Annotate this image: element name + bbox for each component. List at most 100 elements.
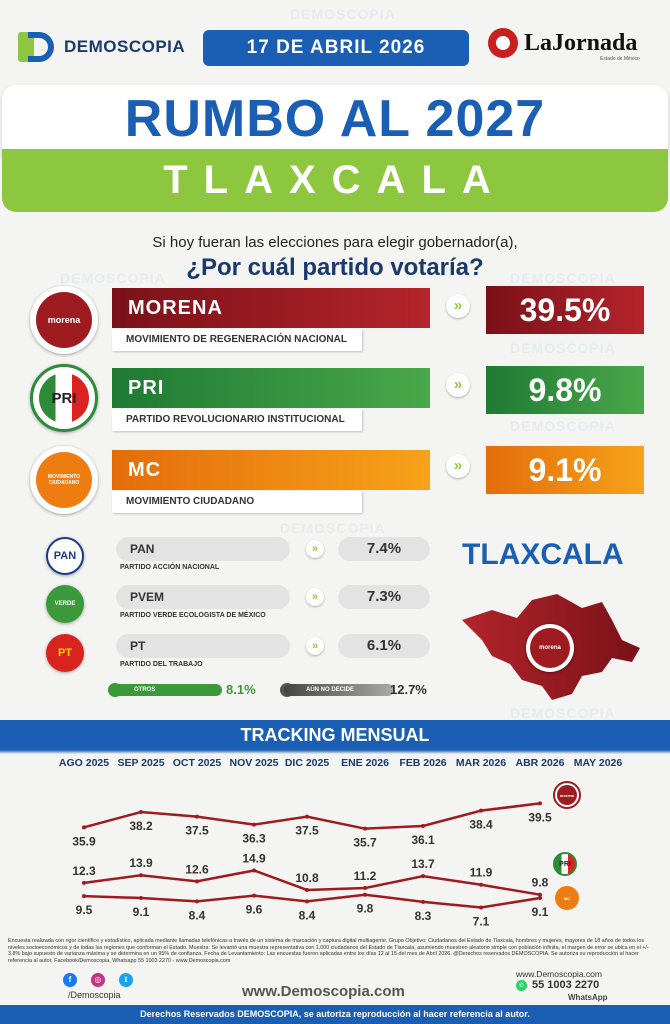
data-point [538,896,542,901]
month-label: SEP 2025 [117,757,165,769]
data-point [252,868,256,873]
whatsapp-icon: ✆ [516,980,527,991]
data-point [363,826,367,831]
tracking-title: TRACKING MENSUAL [0,720,670,750]
facebook-icon[interactable]: f [63,973,77,987]
brand-name: DEMOSCOPIA [64,37,186,56]
chevron-right-icon: » [446,454,470,478]
pan-fullname: PARTIDO ACCIÓN NACIONAL [120,564,220,571]
month-label: MAR 2026 [455,757,507,769]
phone-number: 55 1003 2270 [532,979,600,991]
legend-morena-logo: morena [553,781,581,809]
pri-logo-text: PRI [39,373,89,423]
data-point [479,882,483,887]
series-line-mc [83,893,541,909]
data-label: 7.1 [473,915,490,929]
band-fade [0,750,670,754]
morena-fullname: MOVIMIENTO DE REGENERACIÓN NACIONAL [112,329,362,351]
data-point [82,825,86,830]
watermark: DEMOSCOPIA [510,270,616,286]
others-bar: OTROS [112,684,222,696]
data-label: 9.6 [246,903,263,917]
rights-footer: Derechos Reservados DEMOSCOPIA, se autor… [0,1005,670,1024]
data-label: 13.7 [411,857,435,871]
data-label: 37.5 [295,824,319,838]
month-label: DIC 2025 [284,757,330,769]
twitter-icon[interactable]: t [119,973,133,987]
map-morena-logo: morena [526,624,574,672]
data-point [479,808,483,813]
demoscopia-mark-icon [18,30,58,64]
morena-pct: 39.5% [486,286,644,334]
undecided-bar: AÚN NO DECIDE [284,684,394,696]
morena-bar: MORENA [112,288,430,328]
chevron-right-icon: » [446,294,470,318]
month-label: FEB 2026 [399,757,447,769]
data-label: 35.9 [72,834,96,848]
legend-morena-text: morena [557,785,577,805]
pvem-logo: VERDE [46,585,84,623]
pt-fullname: PARTIDO DEL TRABAJO [120,661,203,668]
data-point [139,873,143,878]
partner-name: LaJornada [524,29,638,56]
mc-fullname: MOVIMIENTO CIUDADANO [112,491,362,513]
date-badge: 17 DE ABRIL 2026 [203,30,469,66]
month-label: ABR 2026 [515,757,565,769]
website-small[interactable]: www.Demoscopia.com [516,969,602,979]
map-title: TLAXCALA [462,538,624,571]
morena-logo-text: morena [36,292,92,348]
data-label: 12.6 [185,862,209,876]
pt-bar: PT [116,634,290,658]
data-label: 37.5 [185,824,209,838]
data-label: 38.4 [469,818,493,832]
data-label: 8.3 [415,909,432,923]
pri-logo: PRI [30,364,98,432]
map-morena-logo-text: morena [530,628,570,668]
legend-pri-logo: PRI [553,852,577,876]
instagram-icon[interactable]: ◎ [91,973,105,987]
pvem-pct: 7.3% [338,585,430,609]
morena-logo: morena [30,286,98,354]
data-label: 12.3 [72,864,96,878]
legend-mc-text: MC [563,895,571,901]
pt-logo: PT [46,634,84,672]
legend-mc-logo: MC [555,886,579,910]
website-link[interactable]: www.Demoscopia.com [242,983,405,1000]
partner-subtitle: Estado de México [600,56,640,62]
watermark: DEMOSCOPIA [510,705,616,721]
watermark: DEMOSCOPIA [60,270,166,286]
month-label: OCT 2025 [172,757,222,769]
state-name: TLAXCALA [163,158,507,202]
data-label: 9.8 [532,876,549,890]
chevron-right-icon: » [306,540,324,558]
whatsapp-label: WhatsApp [568,993,608,1002]
data-label: 11.2 [354,869,377,883]
data-point [195,879,199,884]
month-label: MAY 2026 [573,757,623,769]
others-pct: 8.1% [226,682,256,697]
chevron-right-icon: » [306,637,324,655]
watermark: DEMOSCOPIA [290,6,396,22]
data-point [363,886,367,891]
data-point [195,899,199,904]
watermark: DEMOSCOPIA [510,340,616,356]
title-box: RUMBO AL 2027 [2,85,668,157]
data-label: 35.7 [353,836,377,850]
data-point [139,896,143,901]
mc-logo-text: MOVIMIENTO CIUDADANO [36,452,92,508]
undecided-pct: 12.7% [390,682,427,697]
pvem-bar: PVEM [116,585,290,609]
pri-fullname: PARTIDO REVOLUCIONARIO INSTITUCIONAL [112,409,362,431]
pri-pct: 9.8% [486,366,644,414]
mc-logo: MOVIMIENTO CIUDADANO [30,446,98,514]
question-line-1: Si hoy fueran las elecciones para elegir… [152,234,518,251]
data-point [305,814,309,819]
social-handle: /Demoscopia [68,990,121,1000]
pri-bar: PRI [112,368,430,408]
state-banner: TLAXCALA [2,149,668,212]
data-point [195,814,199,819]
data-label: 36.3 [242,832,266,846]
data-point [421,874,425,879]
data-label: 9.5 [76,903,93,917]
data-point [82,880,86,885]
